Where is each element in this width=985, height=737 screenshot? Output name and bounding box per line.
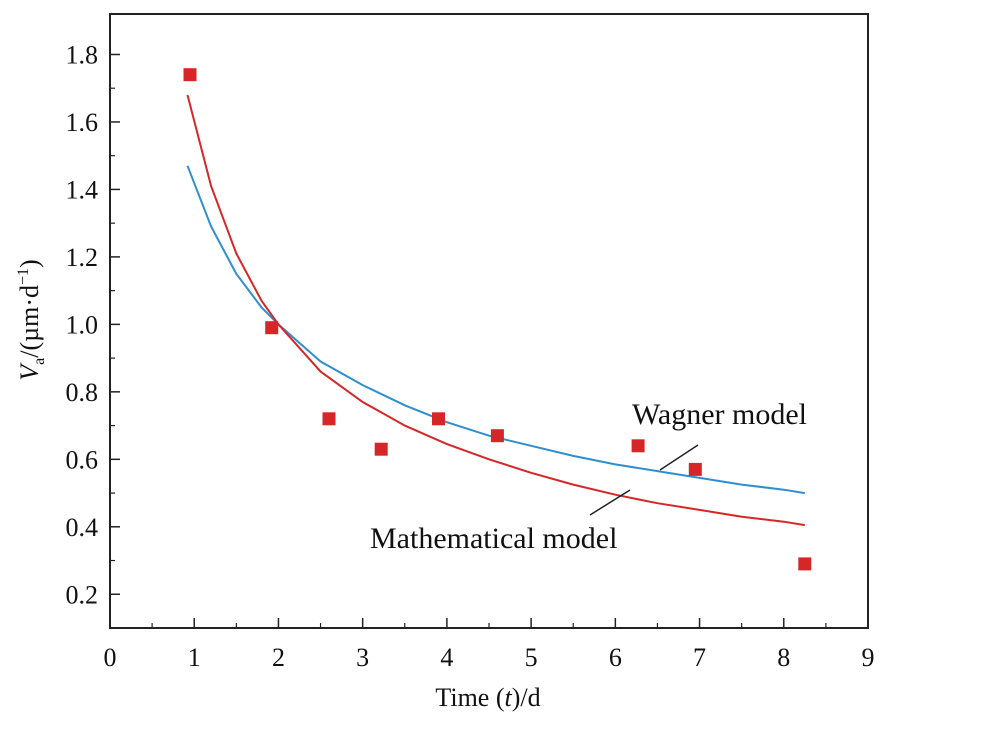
mathematical-model-line [188, 95, 805, 525]
x-tick-label: 3 [356, 643, 369, 672]
y-tick-label: 1.4 [66, 175, 99, 204]
x-axis-title: Time (t)/d [435, 683, 540, 712]
x-axis-title-post: )/d [512, 683, 541, 712]
mathematical-model-label: Mathematical model [370, 522, 617, 555]
x-tick-label: 6 [609, 643, 622, 672]
y-tick-label: 0.4 [66, 513, 99, 542]
y-axis-title-unit: /(µm·d [15, 285, 44, 358]
wagner-model-line [188, 166, 805, 493]
x-tick-label: 2 [272, 643, 285, 672]
x-axis-title-pre: Time ( [435, 683, 504, 712]
y-tick-label: 1.0 [66, 310, 99, 339]
model-lines [188, 95, 805, 525]
chart: 0 1 2 3 4 5 6 7 8 9 0.2 0.4 0.6 0.8 1.0 1.2 1.4 1.6 1.8 Wa… [0, 0, 985, 737]
wagner-model-label: Wagner model [632, 398, 807, 431]
y-tick-label: 1.2 [66, 243, 99, 272]
x-tick-label: 0 [104, 643, 117, 672]
x-tick-label: 4 [440, 643, 453, 672]
y-tick-label: 1.6 [66, 108, 99, 137]
y-tick-label: 0.8 [66, 378, 99, 407]
data-point [798, 557, 811, 570]
data-point [432, 412, 445, 425]
y-tick-label: 1.8 [66, 40, 99, 69]
y-tick-label: 0.2 [66, 580, 99, 609]
y-axis-title-sup: −1 [15, 268, 32, 285]
data-point [375, 443, 388, 456]
data-point [323, 412, 336, 425]
x-tick-label: 7 [693, 643, 706, 672]
data-point [689, 463, 702, 476]
data-point [491, 429, 504, 442]
x-tick-label: 5 [525, 643, 538, 672]
y-axis-title-close: ) [15, 259, 44, 268]
y-tick-label: 0.6 [66, 445, 99, 474]
data-point [632, 439, 645, 452]
y-axis-title: Va/(µm·d−1) [15, 259, 48, 380]
y-axis-title-sub: a [31, 358, 48, 365]
tick-labels: 0 1 2 3 4 5 6 7 8 9 0.2 0.4 0.6 0.8 1.0 1.2 1.4 1.6 1.8 [66, 40, 875, 672]
x-tick-label: 9 [862, 643, 875, 672]
x-tick-label: 1 [188, 643, 201, 672]
x-tick-label: 8 [777, 643, 790, 672]
data-points [184, 68, 812, 570]
data-point [184, 68, 197, 81]
data-point [265, 321, 278, 334]
